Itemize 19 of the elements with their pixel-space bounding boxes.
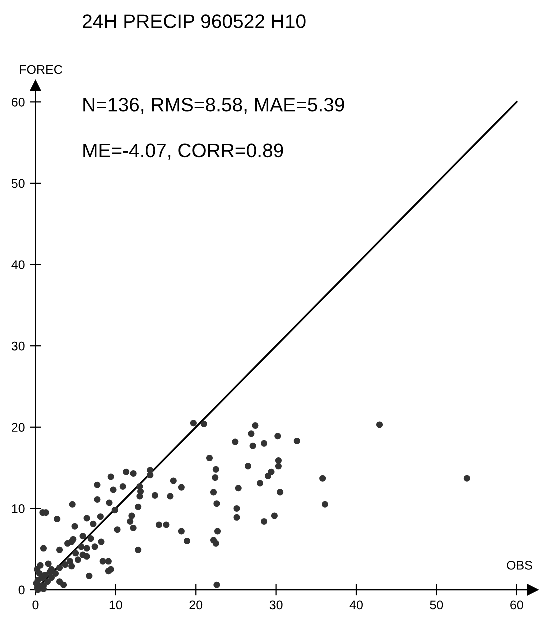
annotation: ME=-4.07, CORR=0.89 bbox=[84, 144, 284, 160]
x-axis-title: OBS bbox=[507, 561, 532, 570]
x-tick-label: 0 bbox=[32, 600, 39, 610]
y-tick-label: 20 bbox=[12, 423, 25, 432]
x-tick-label: 40 bbox=[350, 600, 363, 610]
chart-title: 24H PRECIP 960522 H10 bbox=[83, 14, 306, 28]
y-tick-label: 10 bbox=[12, 504, 25, 514]
x-tick-label: 20 bbox=[190, 600, 203, 610]
x-tick-label: 30 bbox=[270, 600, 283, 610]
y-tick-label: 40 bbox=[12, 260, 25, 270]
x-tick-label: 50 bbox=[430, 600, 444, 610]
y-axis-title: FOREC bbox=[20, 65, 62, 74]
y-tick-label: 30 bbox=[12, 342, 25, 351]
x-tick-label: 60 bbox=[510, 600, 524, 610]
y-tick-label: 60 bbox=[12, 98, 25, 107]
x-tick-label: 10 bbox=[110, 600, 122, 610]
annotation: N=136, RMS=8.58, MAE=5.39 bbox=[84, 98, 344, 114]
y-tick-label: 50 bbox=[12, 179, 25, 188]
y-tick-label: 0 bbox=[18, 586, 25, 595]
